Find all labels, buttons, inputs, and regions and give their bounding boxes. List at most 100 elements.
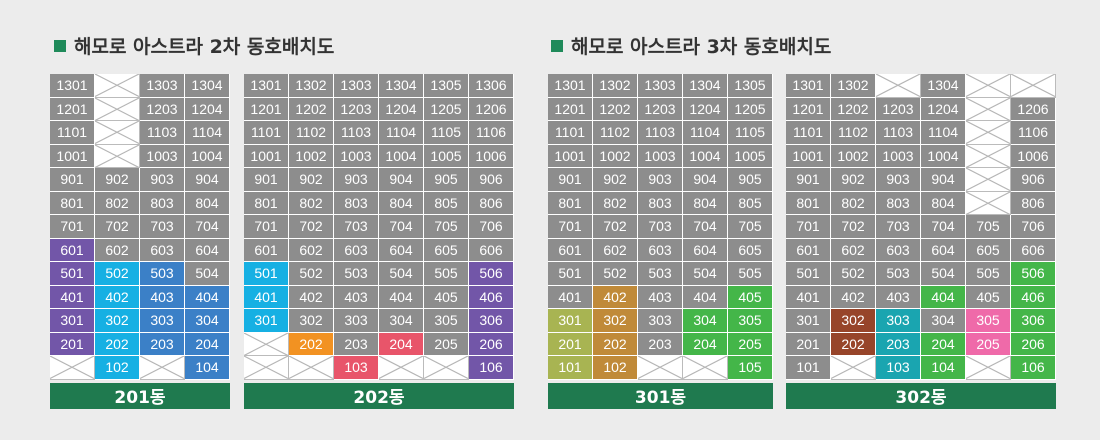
unit-cell: 803 <box>334 191 379 215</box>
unit-cell: 1203 <box>876 97 921 121</box>
unit-cell: 1302 <box>831 74 876 98</box>
unit-cell: 1101 <box>786 121 831 145</box>
unit-cell: 1003 <box>140 144 185 168</box>
unit-cell: 803 <box>638 191 683 215</box>
unit-cell: 803 <box>140 191 185 215</box>
unavailable-unit-cell <box>140 356 185 380</box>
cross-icon <box>244 333 288 356</box>
unit-cell: 1304 <box>921 74 966 98</box>
unit-cell: 1006 <box>469 144 514 168</box>
unit-cell: 1304 <box>185 74 230 98</box>
unit-cell: 801 <box>244 191 289 215</box>
unit-cell: 506 <box>469 262 514 286</box>
unit-cell: 302 <box>593 309 638 333</box>
unit-cell: 406 <box>469 285 514 309</box>
unit-cell: 501 <box>50 262 95 286</box>
unit-cell: 302 <box>95 309 140 333</box>
unit-cell: 801 <box>786 191 831 215</box>
unit-cell: 1004 <box>185 144 230 168</box>
unit-grid: 1301 1302 1303 1304 1305 1201 1202 1203 1204 1205… <box>548 74 773 380</box>
unit-cell: 403 <box>140 285 185 309</box>
unavailable-unit-cell <box>244 356 289 380</box>
unit-cell: 304 <box>683 309 728 333</box>
unit-cell: 806 <box>1011 191 1056 215</box>
cross-icon <box>638 356 682 379</box>
title-square-icon <box>54 39 66 52</box>
phase-3-title-text: 해모로 아스트라 3차 동호배치도 <box>571 36 832 58</box>
unit-cell: 303 <box>638 309 683 333</box>
unavailable-unit-cell <box>244 332 289 356</box>
unit-cell: 906 <box>1011 168 1056 192</box>
unit-cell: 405 <box>728 285 773 309</box>
unit-cell: 301 <box>786 309 831 333</box>
unit-cell: 601 <box>244 238 289 262</box>
unit-cell: 1304 <box>379 74 424 98</box>
unit-cell: 504 <box>921 262 966 286</box>
unit-cell: 204 <box>379 332 424 356</box>
unit-cell: 203 <box>140 332 185 356</box>
unit-cell: 805 <box>424 191 469 215</box>
unit-cell: 1204 <box>921 97 966 121</box>
unit-cell: 902 <box>289 168 334 192</box>
unavailable-unit-cell <box>379 356 424 380</box>
unit-cell: 305 <box>966 309 1011 333</box>
unit-cell: 405 <box>966 285 1011 309</box>
unit-cell: 703 <box>638 215 683 239</box>
unit-cell: 1205 <box>424 97 469 121</box>
unit-cell: 1001 <box>786 144 831 168</box>
unit-cell: 402 <box>593 285 638 309</box>
unit-cell: 405 <box>424 285 469 309</box>
unit-cell: 705 <box>424 215 469 239</box>
unit-cell: 905 <box>424 168 469 192</box>
building-301: 1301 1302 1303 1304 1305 1201 1202 1203 1204 1205… <box>548 74 773 409</box>
unavailable-unit-cell <box>966 356 1011 380</box>
unit-cell: 801 <box>548 191 593 215</box>
unit-cell: 804 <box>379 191 424 215</box>
unavailable-unit-cell <box>638 356 683 380</box>
unit-cell: 604 <box>185 238 230 262</box>
cross-icon <box>140 356 184 379</box>
unit-grid: 1301 1303 1304 1201 1203 1204 1101 1103 1104 1001… <box>50 74 230 380</box>
unit-cell: 101 <box>548 356 593 380</box>
unit-cell: 1301 <box>50 74 95 98</box>
unit-cell: 604 <box>379 238 424 262</box>
unavailable-unit-cell <box>1011 74 1056 98</box>
unit-cell: 301 <box>50 309 95 333</box>
unit-cell: 1202 <box>289 97 334 121</box>
unit-cell: 702 <box>289 215 334 239</box>
unit-cell: 1004 <box>379 144 424 168</box>
unit-cell: 1105 <box>424 121 469 145</box>
unit-cell: 702 <box>593 215 638 239</box>
building-302: 1301 1302 1304 1201 1202 1203 1204 1206 1101 1102… <box>786 74 1056 409</box>
unit-cell: 1305 <box>728 74 773 98</box>
unit-cell: 704 <box>683 215 728 239</box>
unit-cell: 903 <box>876 168 921 192</box>
unit-cell: 306 <box>1011 309 1056 333</box>
cross-icon <box>50 356 94 379</box>
unit-cell: 1106 <box>469 121 514 145</box>
unit-cell: 402 <box>831 285 876 309</box>
unit-cell: 106 <box>469 356 514 380</box>
unit-cell: 701 <box>50 215 95 239</box>
unit-cell: 104 <box>185 356 230 380</box>
unavailable-unit-cell <box>50 356 95 380</box>
unit-cell: 401 <box>244 285 289 309</box>
unit-cell: 903 <box>140 168 185 192</box>
unit-cell: 1001 <box>548 144 593 168</box>
unit-cell: 1104 <box>379 121 424 145</box>
cross-icon <box>95 98 139 121</box>
unavailable-unit-cell <box>966 168 1011 192</box>
unit-cell: 303 <box>140 309 185 333</box>
unit-cell: 503 <box>876 262 921 286</box>
unit-cell: 401 <box>50 285 95 309</box>
unit-cell: 1301 <box>244 74 289 98</box>
unit-cell: 1204 <box>379 97 424 121</box>
unit-cell: 201 <box>50 332 95 356</box>
unit-cell: 1104 <box>921 121 966 145</box>
unit-cell: 506 <box>1011 262 1056 286</box>
unit-cell: 1002 <box>289 144 334 168</box>
unit-cell: 806 <box>469 191 514 215</box>
unit-cell: 1003 <box>638 144 683 168</box>
unavailable-unit-cell <box>966 74 1011 98</box>
unit-cell: 202 <box>95 332 140 356</box>
